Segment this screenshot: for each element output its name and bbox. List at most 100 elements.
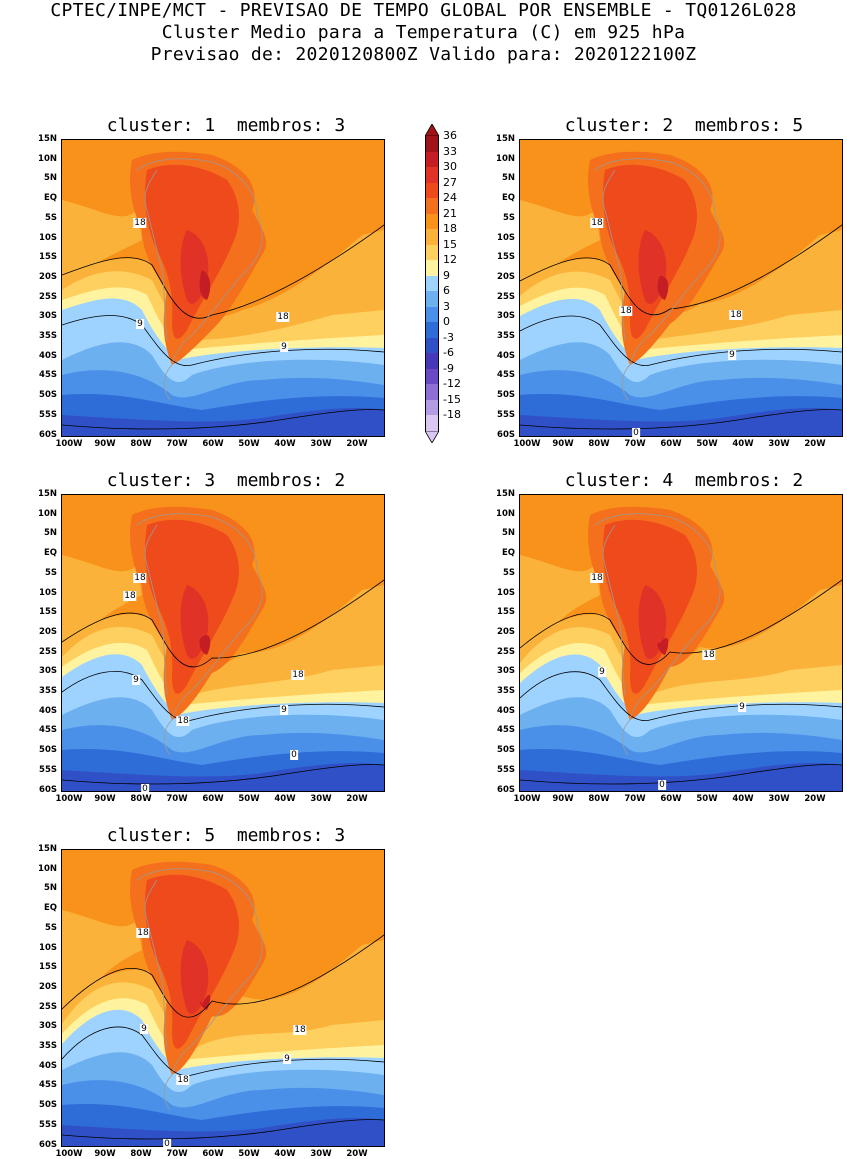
band-18-west <box>62 555 142 647</box>
lon-tick-label: 60W <box>202 794 224 804</box>
colorbar-label: 0 <box>443 315 450 328</box>
lat-tick-label: 30S <box>39 311 57 322</box>
lat-tick-label: 35S <box>39 686 57 696</box>
contour-label: 18 <box>590 218 604 228</box>
lat-tick-label: 25S <box>497 291 515 302</box>
lat-tick-label: 40S <box>39 1060 57 1071</box>
lon-tick-label: 100W <box>55 1149 83 1159</box>
lon-tick-label: 30W <box>310 794 332 804</box>
lon-tick-label: 50W <box>238 439 260 449</box>
lat-tick-label: 40S <box>497 705 515 716</box>
colorbar-swatch <box>425 213 439 229</box>
lon-tick-label: 90W <box>94 794 116 804</box>
lat-tick-label: EQ <box>43 903 57 914</box>
colorbar-top-arrow <box>425 124 439 136</box>
contour-label: 9 <box>598 667 606 677</box>
contour-18 <box>520 224 842 316</box>
continent-30 <box>638 585 667 659</box>
contour-label: 18 <box>619 306 633 316</box>
map-frame <box>61 849 385 1147</box>
lat-tick-label: 20S <box>39 981 57 992</box>
map-plot <box>62 850 384 1146</box>
colorbar-label: 24 <box>443 191 457 204</box>
lon-tick-label: 80W <box>130 439 152 449</box>
lat-tick-label: 40S <box>39 350 57 361</box>
lat-tick-label: 10N <box>496 153 515 164</box>
lat-tick-label: 20S <box>497 626 515 637</box>
lat-tick-label: 20S <box>39 271 57 282</box>
colorbar-label: 18 <box>443 222 457 235</box>
lon-tick-label: 90W <box>94 439 116 449</box>
lat-tick-label: 15N <box>38 844 57 854</box>
lat-tick-label: 15N <box>496 134 515 144</box>
lon-tick-label: 40W <box>274 1149 296 1159</box>
lat-tick-label: 30S <box>497 311 515 322</box>
lat-tick-label: 55S <box>497 409 515 420</box>
lon-tick-label: 50W <box>696 439 718 449</box>
lon-tick-label: 70W <box>166 439 188 449</box>
contour-label: 9 <box>283 1054 291 1064</box>
colorbar-swatch <box>425 229 439 245</box>
continent-33 <box>199 270 211 300</box>
figure-header: CPTEC/INPE/MCT - PREVISAO DE TEMPO GLOBA… <box>0 0 847 66</box>
lat-tick-label: 45S <box>497 725 515 736</box>
lat-tick-label: 10N <box>38 863 57 874</box>
continent-33 <box>657 275 669 300</box>
lat-tick-label: 55S <box>39 409 57 420</box>
band-18-west <box>62 910 142 1014</box>
lon-tick-label: 80W <box>130 1149 152 1159</box>
band-18-west <box>520 200 600 286</box>
coastline <box>136 868 263 1111</box>
colorbar-label: 3 <box>443 299 450 313</box>
lat-tick-label: 55S <box>497 764 515 775</box>
lat-tick-label: 5N <box>43 173 57 184</box>
colorbar-label: -6 <box>443 346 454 359</box>
colorbar-label: -12 <box>443 377 461 390</box>
lat-tick-label: 35S <box>39 1041 57 1051</box>
lat-tick-label: 20S <box>39 626 57 637</box>
lon-tick-label: 100W <box>513 439 541 449</box>
header-line-3: Previsao de: 2020120800Z Valido para: 20… <box>150 44 697 65</box>
map-frame <box>61 139 385 437</box>
lat-tick-label: 5N <box>501 173 515 184</box>
lon-tick-label: 40W <box>274 439 296 449</box>
contour-0 <box>62 1119 384 1140</box>
map-plot <box>62 140 384 436</box>
lat-tick-label: 50S <box>39 745 57 756</box>
lon-tick-label: 40W <box>732 439 754 449</box>
lon-tick-label: 100W <box>513 794 541 804</box>
contour-label: 9 <box>132 675 140 685</box>
lat-tick-label: 60S <box>39 429 57 440</box>
lat-tick-label: 5S <box>502 567 515 578</box>
colorbar-swatch <box>425 260 439 276</box>
colorbar-swatch <box>425 182 439 198</box>
lon-tick-label: 50W <box>696 794 718 804</box>
colorbar-label: -3 <box>443 330 454 344</box>
lat-tick-label: 5N <box>43 528 57 539</box>
contour-label: 18 <box>136 928 150 938</box>
colorbar-swatch <box>425 368 439 384</box>
lat-tick-label: EQ <box>43 548 57 559</box>
lat-tick-label: 35S <box>497 331 515 341</box>
lon-tick-label: 30W <box>768 439 790 449</box>
coastline <box>136 513 263 756</box>
map-frame <box>519 139 843 437</box>
contour-label: 18 <box>293 1025 307 1035</box>
lon-tick-label: 70W <box>624 439 646 449</box>
map-plot <box>520 140 842 436</box>
band-18-west <box>520 555 600 653</box>
colorbar-swatch <box>425 337 439 353</box>
lon-tick-label: 60W <box>202 439 224 449</box>
colorbar-swatch <box>425 322 439 338</box>
contour-label: 18 <box>276 312 290 322</box>
contour-label: 18 <box>291 670 305 680</box>
lat-tick-label: 45S <box>39 370 57 381</box>
contour-9 <box>520 315 842 367</box>
lat-tick-label: 20S <box>497 271 515 282</box>
panel-title: cluster: 4 membros: 2 <box>564 470 804 491</box>
contour-18 <box>62 224 384 319</box>
colorbar-label: 21 <box>443 206 457 220</box>
contour-9 <box>520 671 842 722</box>
lat-tick-label: 15S <box>39 607 57 618</box>
lon-tick-label: 60W <box>202 1149 224 1159</box>
